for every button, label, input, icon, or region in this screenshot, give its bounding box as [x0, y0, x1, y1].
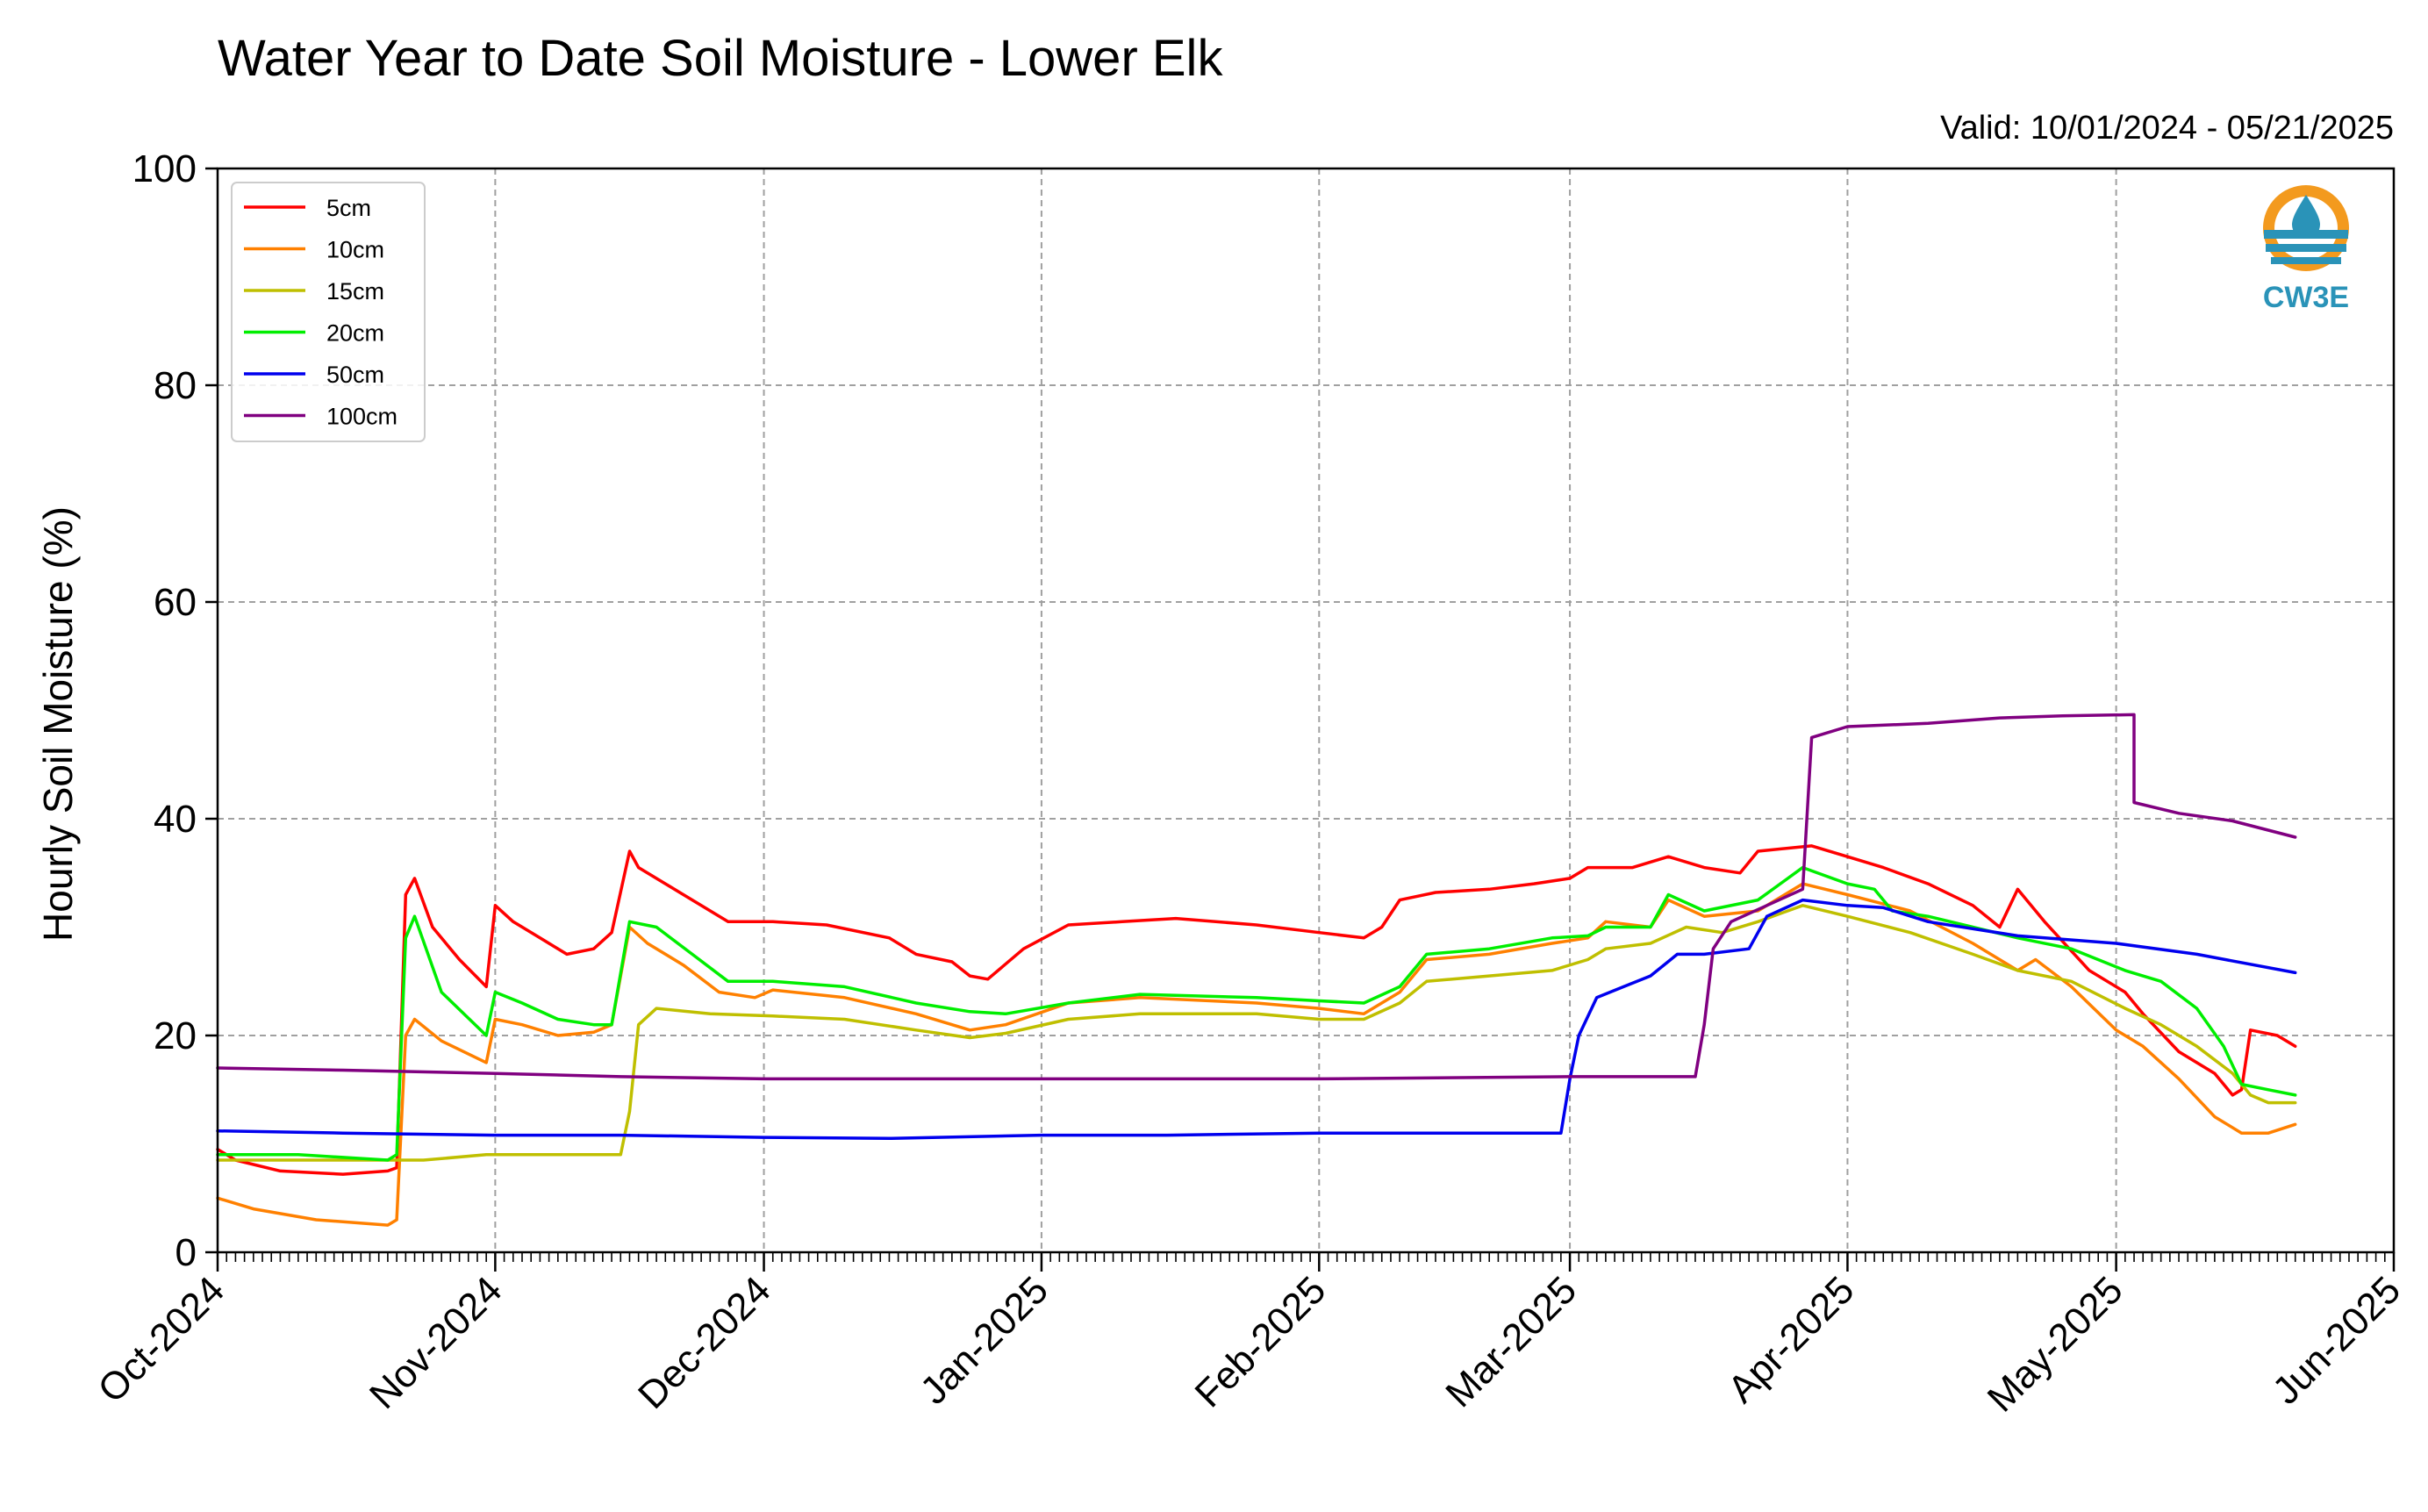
series-lines [216, 713, 2297, 1227]
chart-title: Water Year to Date Soil Moisture - Lower… [218, 30, 1223, 87]
grid-lines [218, 168, 2394, 1252]
logo-text: CW3E [2263, 281, 2349, 314]
plot-frame [216, 167, 2396, 1254]
series-line-5cm [216, 844, 2297, 1176]
series-line-10cm [216, 882, 2297, 1227]
water-drop-icon [2292, 195, 2320, 239]
valid-date-range: Valid: 10/01/2024 - 05/21/2025 [1940, 110, 2394, 147]
y-tick-label: 100 [133, 147, 197, 190]
y-axis-label: Hourly Soil Moisture (%) [35, 506, 81, 942]
legend-label-20cm: 20cm [326, 320, 384, 347]
legend-label-50cm: 50cm [326, 362, 384, 388]
y-tick-label: 0 [175, 1231, 197, 1274]
legend-label-100cm: 100cm [326, 404, 398, 430]
series-line-100cm [216, 713, 2297, 1081]
logo-water-band-3 [2271, 257, 2341, 264]
series-line-50cm [216, 898, 2297, 1141]
cw3e-logo: CW3E [2263, 185, 2349, 314]
y-tick-label: 40 [154, 798, 197, 841]
legend-label-10cm: 10cm [326, 237, 384, 263]
y-tick-label: 80 [154, 364, 197, 407]
legend-label-5cm: 5cm [326, 195, 371, 221]
y-tick-label: 60 [154, 581, 197, 624]
series-line-15cm [216, 904, 2297, 1162]
y-tick-label: 20 [154, 1014, 197, 1057]
legend-label-15cm: 15cm [326, 278, 384, 305]
logo-water-band-2 [2266, 244, 2346, 252]
legend: 5cm 10cm 15cm 20cm 50cm 100cm [231, 182, 426, 442]
